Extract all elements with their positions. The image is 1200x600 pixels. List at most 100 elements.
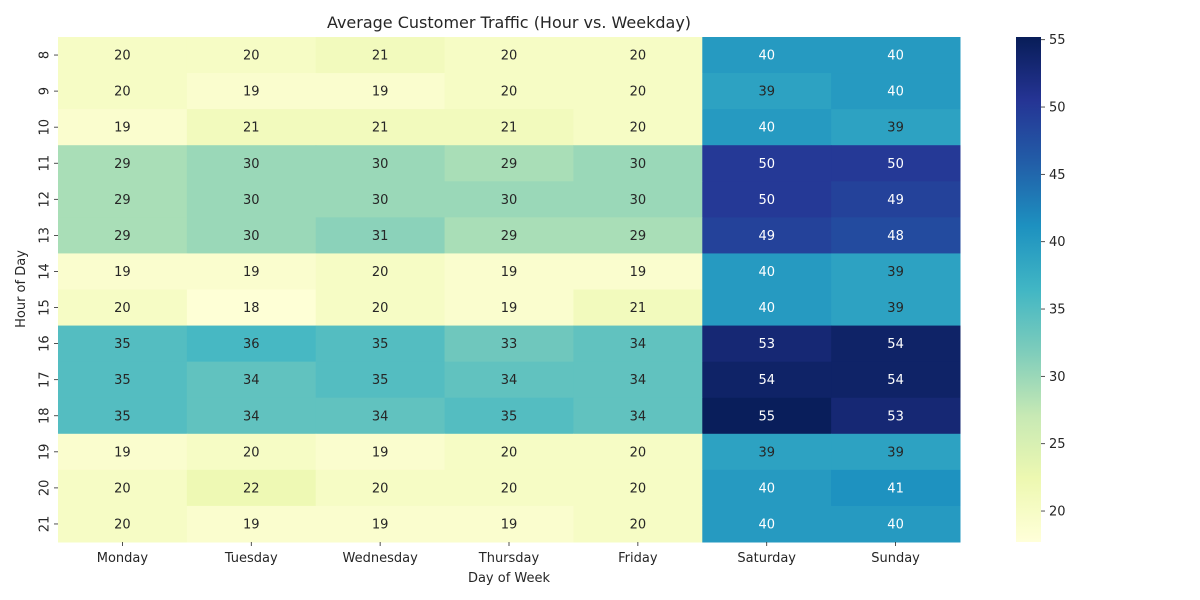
heatmap-cell xyxy=(186,325,317,363)
cell-value-label: 40 xyxy=(758,517,775,532)
y-axis: 8 9 10 11 12 13 14 15 16 17 18 19 20 21 xyxy=(38,51,58,533)
y-tick-label: 21 xyxy=(38,516,53,533)
heatmap-cell xyxy=(315,397,446,435)
heatmap-cell xyxy=(702,361,832,399)
heatmap-cell xyxy=(444,145,574,182)
heatmap-cell xyxy=(58,397,188,435)
heatmap-cell xyxy=(702,505,832,543)
cell-value-label: 21 xyxy=(243,121,260,136)
heatmap-cell xyxy=(186,253,317,290)
colorbar-gradient xyxy=(1016,37,1041,542)
cell-value-label: 21 xyxy=(372,121,389,136)
heatmap-cell xyxy=(573,145,703,182)
cell-value-label: 35 xyxy=(114,337,131,352)
x-tick-label: Tuesday xyxy=(224,551,278,566)
heatmap-cell xyxy=(831,217,961,254)
cell-value-label: 39 xyxy=(758,445,775,460)
cell-value-label: 20 xyxy=(630,445,647,460)
heatmap-cell xyxy=(831,469,961,507)
heatmap-cell xyxy=(444,361,574,399)
heatmap-cell xyxy=(573,469,703,507)
cell-value-label: 21 xyxy=(372,49,389,64)
heatmap-cell xyxy=(186,37,317,74)
y-tick-label: 10 xyxy=(38,119,53,136)
heatmap-cell xyxy=(315,37,446,74)
cell-value-label: 36 xyxy=(243,337,260,352)
cell-value-label: 20 xyxy=(372,301,389,316)
cell-value-label: 20 xyxy=(114,49,131,64)
heatmap-cell xyxy=(831,37,961,74)
cell-value-label: 19 xyxy=(630,265,647,280)
colorbar: 20 25 30 35 40 45 50 55 xyxy=(1016,33,1066,542)
x-tick-label: Saturday xyxy=(737,551,796,566)
cell-value-label: 30 xyxy=(372,157,389,172)
heatmap-cell xyxy=(573,325,703,363)
heatmap-cell xyxy=(58,469,188,507)
cell-value-label: 29 xyxy=(630,229,647,244)
y-tick-label: 14 xyxy=(38,263,53,280)
colorbar-tick-label: 50 xyxy=(1049,101,1066,116)
cell-value-label: 34 xyxy=(243,373,260,388)
cell-value-label: 20 xyxy=(501,49,518,64)
cell-value-label: 18 xyxy=(243,301,260,316)
cell-value-label: 20 xyxy=(372,481,389,496)
x-tick-label: Sunday xyxy=(871,551,920,566)
heatmap-cell xyxy=(831,253,961,290)
cell-value-label: 30 xyxy=(630,193,647,208)
y-tick-label: 19 xyxy=(38,444,53,461)
y-tick-label: 18 xyxy=(38,407,53,424)
cell-value-label: 20 xyxy=(630,517,647,532)
heatmap-cell xyxy=(315,469,446,507)
cell-value-label: 19 xyxy=(501,301,518,316)
heatmap-cell xyxy=(58,325,188,363)
heatmap-cell xyxy=(702,217,832,254)
heatmap-cell xyxy=(573,73,703,110)
heatmap-cell xyxy=(702,73,832,110)
cell-value-label: 30 xyxy=(243,157,260,172)
cell-value-label: 40 xyxy=(758,301,775,316)
heatmap-cell xyxy=(702,433,832,471)
heatmap-cell xyxy=(573,253,703,290)
heatmap-cell xyxy=(186,505,317,543)
cell-value-label: 40 xyxy=(758,121,775,136)
cell-value-label: 30 xyxy=(630,157,647,172)
heatmap-cell xyxy=(186,469,317,507)
heatmap-cell xyxy=(444,325,574,363)
heatmap-cell xyxy=(58,145,188,182)
heatmap-cell xyxy=(186,217,317,254)
cell-value-label: 19 xyxy=(114,265,131,280)
colorbar-tick-label: 30 xyxy=(1049,370,1066,385)
heatmap-cell xyxy=(315,433,446,471)
cell-value-label: 20 xyxy=(630,85,647,100)
x-tick-label: Thursday xyxy=(478,551,540,566)
cell-value-label: 19 xyxy=(501,265,518,280)
cell-value-label: 40 xyxy=(758,265,775,280)
cell-value-label: 35 xyxy=(501,409,518,424)
heatmap-cell xyxy=(702,469,832,507)
cell-value-label: 29 xyxy=(114,157,131,172)
y-axis-label: Hour of Day xyxy=(14,250,29,328)
heatmap-cell xyxy=(831,181,961,218)
heatmap-cell xyxy=(58,73,188,110)
heatmap-cell xyxy=(573,217,703,254)
cell-value-label: 29 xyxy=(501,229,518,244)
heatmap-cell xyxy=(186,361,317,399)
cell-value-label: 34 xyxy=(630,337,647,352)
y-tick-label: 15 xyxy=(38,299,53,316)
cell-value-label: 29 xyxy=(114,193,131,208)
cell-value-label: 35 xyxy=(372,337,389,352)
heatmap-cell xyxy=(702,181,832,218)
cell-value-label: 34 xyxy=(630,409,647,424)
cell-value-label: 40 xyxy=(758,481,775,496)
cell-value-label: 20 xyxy=(630,49,647,64)
heatmap-cell xyxy=(573,181,703,218)
colorbar-tick-label: 55 xyxy=(1049,33,1066,48)
heatmap-cell xyxy=(186,433,317,471)
heatmap-cell xyxy=(831,505,961,543)
x-tick-label: Wednesday xyxy=(343,551,419,566)
cell-value-label: 20 xyxy=(501,85,518,100)
cell-value-label: 30 xyxy=(243,193,260,208)
heatmap-cell xyxy=(573,109,703,146)
colorbar-tick-label: 40 xyxy=(1049,235,1066,250)
heatmap-cell xyxy=(831,433,961,471)
